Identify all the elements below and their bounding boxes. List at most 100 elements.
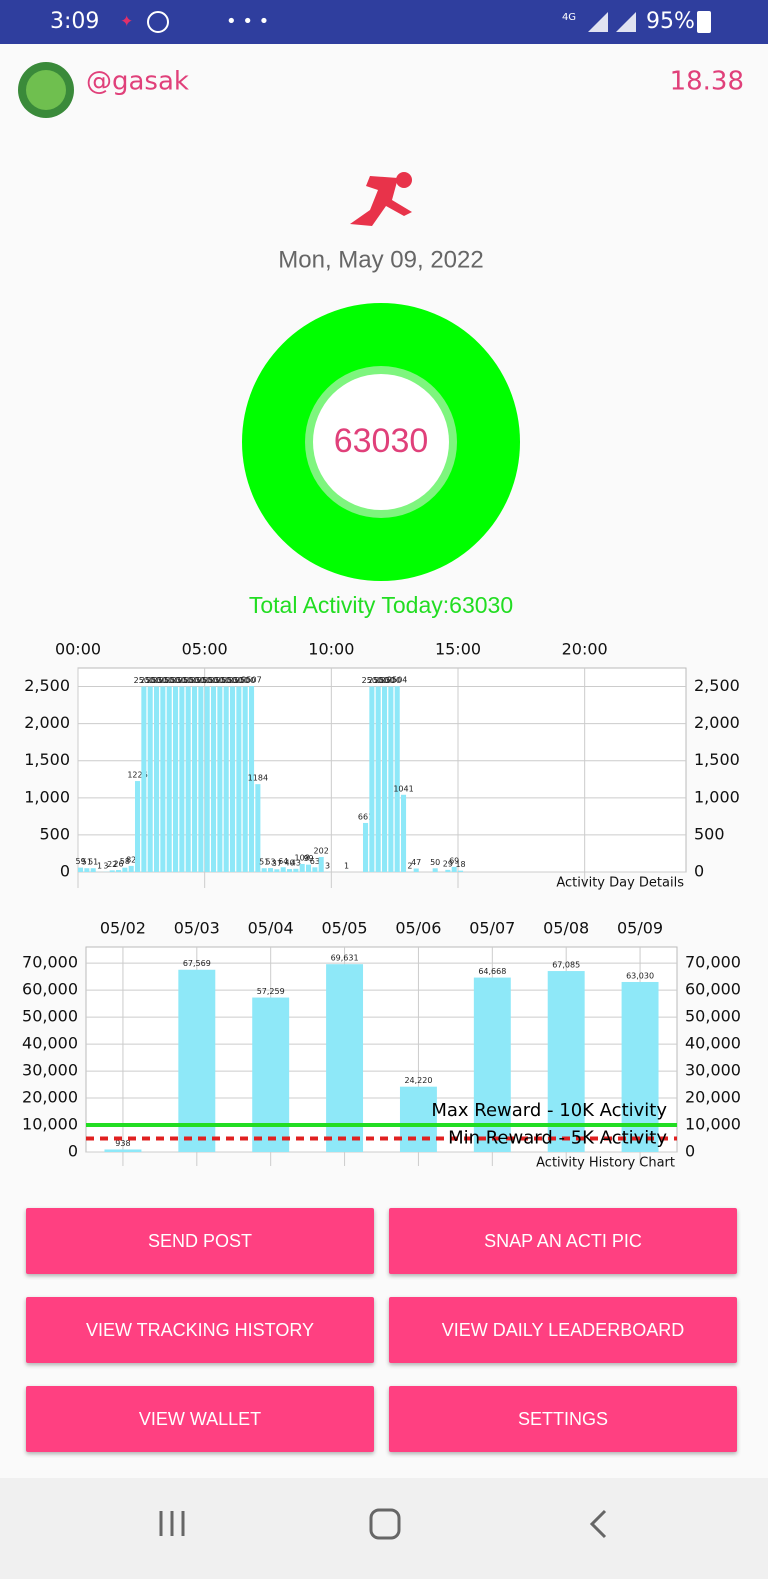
y2-tick-label: 50,000 (685, 1007, 741, 1026)
data-label: 2 (407, 861, 412, 870)
x-tick-label: 05/02 (100, 919, 146, 938)
y2-tick-label: 30,000 (685, 1061, 741, 1080)
bar (306, 864, 312, 872)
bar (198, 686, 204, 872)
bar (230, 686, 236, 872)
data-label: 18 (455, 860, 465, 869)
data-label: 2500 (381, 676, 401, 685)
bar (274, 869, 280, 872)
bar (122, 867, 128, 872)
y-tick-label: 1,500 (24, 750, 70, 769)
data-label: 99 (303, 854, 313, 863)
bar (413, 868, 419, 872)
y-tick-label: 1,000 (24, 787, 70, 806)
status-icon (147, 11, 169, 33)
y-tick-label: 70,000 (22, 953, 78, 972)
data-label: 3 (103, 861, 108, 870)
bar (249, 686, 255, 872)
y-tick-label: 500 (39, 824, 70, 843)
data-label: 2500 (172, 676, 192, 685)
bar (84, 868, 90, 872)
data-label: 2500 (184, 676, 204, 685)
bar (293, 868, 299, 872)
x-tick-label: 05/06 (395, 919, 441, 938)
data-label: 82 (126, 855, 136, 864)
bar (312, 867, 318, 872)
bar (217, 686, 223, 872)
action-button[interactable]: VIEW WALLET (26, 1386, 374, 1452)
bar (326, 964, 364, 1152)
x-tick-label: 05/09 (617, 919, 663, 938)
data-label: 2500 (197, 676, 217, 685)
data-label: 67,569 (183, 959, 211, 968)
x-tick-label: 15:00 (435, 640, 481, 659)
y2-tick-label: 0 (694, 862, 704, 881)
data-label: 2500 (191, 676, 211, 685)
bar (135, 781, 141, 872)
avatar (26, 70, 66, 110)
data-label: 2500 (222, 676, 242, 685)
data-label: 47 (411, 858, 421, 867)
x-tick-label: 10:00 (308, 640, 354, 659)
bar (432, 868, 438, 872)
bar (382, 686, 388, 872)
y2-tick-label: 0 (685, 1142, 695, 1161)
bar (128, 865, 134, 872)
y2-tick-label: 1,000 (694, 787, 740, 806)
bar (90, 868, 96, 872)
username: @gasak (86, 67, 189, 97)
chart-caption: Activity History Chart (536, 1156, 675, 1171)
bar (141, 686, 147, 872)
nav-recent[interactable] (159, 1511, 185, 1536)
data-label: 2500 (159, 676, 179, 685)
data-label: 50 (430, 858, 440, 867)
data-label: 2500 (235, 676, 255, 685)
action-button[interactable]: VIEW DAILY LEADERBOARD (389, 1297, 737, 1363)
bar (178, 969, 216, 1152)
reference-label: Max Reward - 10K Activity (431, 1100, 667, 1121)
bar (363, 822, 369, 872)
balance: 18.38 (670, 67, 744, 97)
bar (242, 686, 248, 872)
bar (255, 784, 261, 872)
bar (147, 686, 153, 872)
data-label: 938 (115, 1139, 130, 1148)
y2-tick-label: 60,000 (685, 980, 741, 999)
y-tick-label: 40,000 (22, 1034, 78, 1053)
y-tick-label: 0 (68, 1142, 78, 1161)
data-label: 661 (358, 812, 373, 821)
bar (236, 686, 242, 872)
date: Mon, May 09, 2022 (278, 246, 483, 273)
data-label: 1226 (127, 771, 147, 780)
x-tick-label: 05/04 (248, 919, 294, 938)
bar (369, 686, 375, 872)
y-tick-label: 10,000 (22, 1115, 78, 1134)
action-button[interactable]: VIEW TRACKING HISTORY (26, 1297, 374, 1363)
data-label: 2500 (165, 676, 185, 685)
data-label: 26 (113, 860, 123, 869)
data-label: 2500 (140, 676, 160, 685)
y2-tick-label: 70,000 (685, 953, 741, 972)
signal-icon (588, 12, 636, 32)
data-label: 63,030 (626, 971, 654, 980)
data-label: 2500 (362, 676, 382, 685)
nav-home[interactable] (369, 1508, 401, 1540)
bar (473, 977, 511, 1152)
status-dots: • • • (226, 11, 269, 32)
action-button[interactable]: SETTINGS (389, 1386, 737, 1452)
x-tick-label: 20:00 (562, 640, 608, 659)
bar (451, 866, 457, 872)
bar (211, 686, 217, 872)
data-label: 202 (314, 847, 329, 856)
plot-area (85, 946, 678, 1153)
action-button[interactable]: SEND POST (26, 1208, 374, 1274)
bar (223, 686, 229, 872)
bar (401, 794, 407, 872)
bar (299, 863, 305, 872)
nav-back[interactable] (589, 1509, 607, 1539)
ring-value: 63030 (334, 422, 429, 460)
action-button[interactable]: SNAP AN ACTI PIC (389, 1208, 737, 1274)
bar (78, 867, 84, 872)
